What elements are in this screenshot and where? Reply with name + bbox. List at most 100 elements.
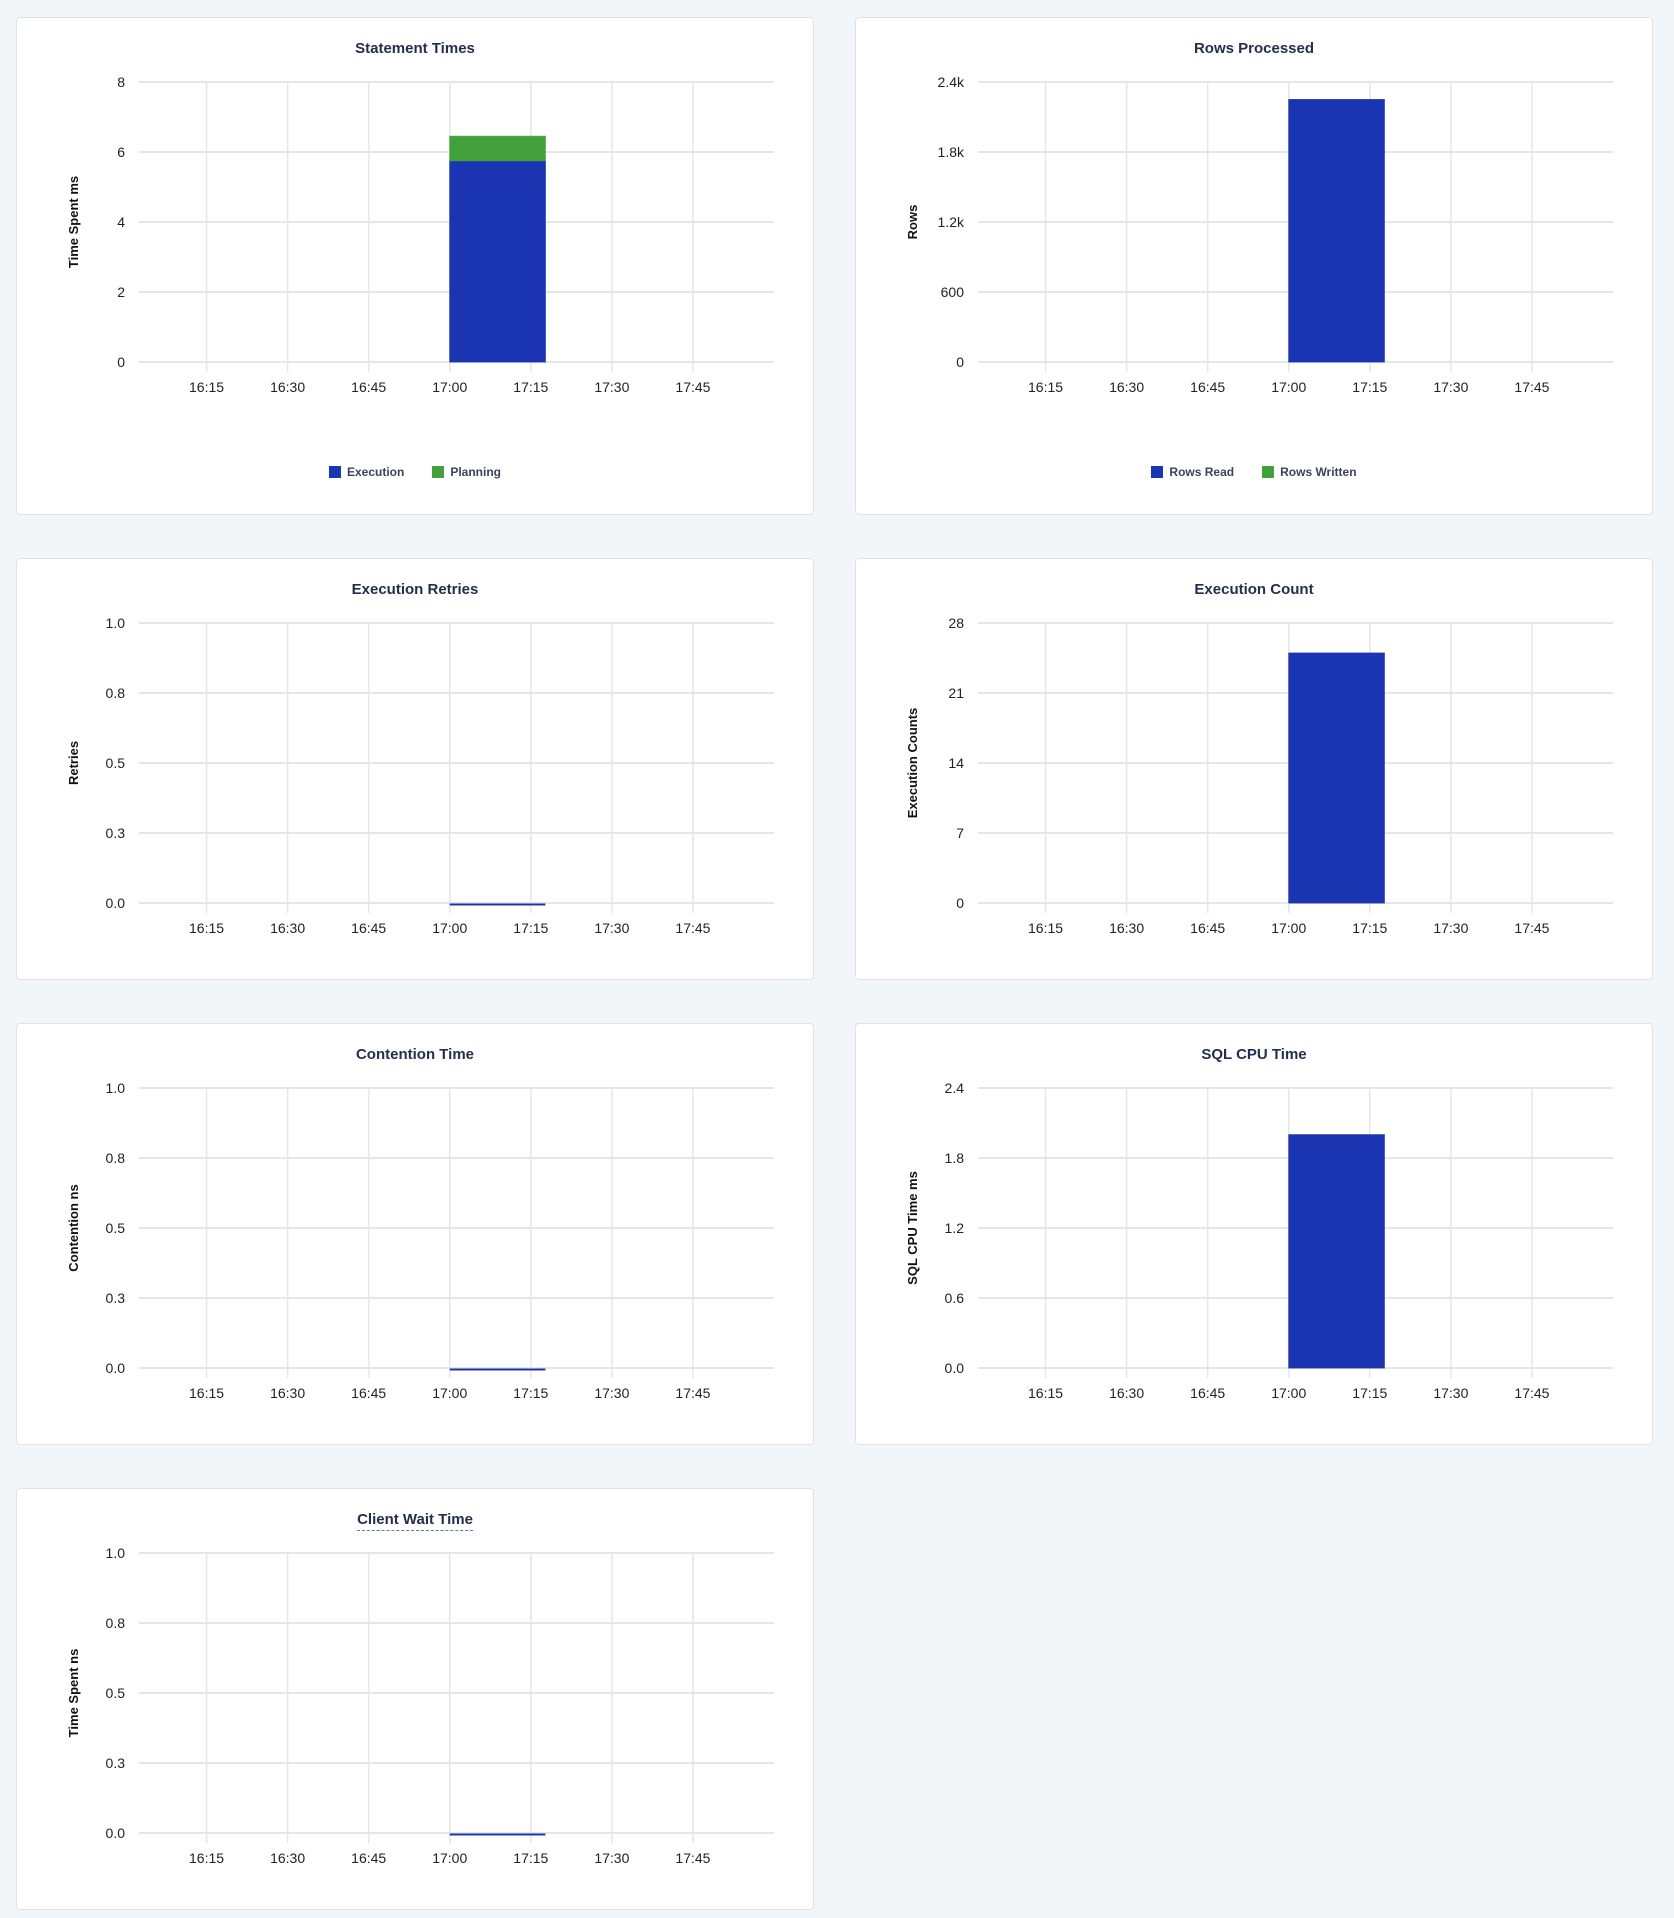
y-tick-label: 0.0: [106, 1825, 126, 1841]
chart-title: SQL CPU Time: [856, 1046, 1652, 1063]
y-tick-label: 0: [956, 895, 964, 911]
y-axis-title: SQL CPU Time ms: [905, 1171, 920, 1285]
x-tick-label: 17:45: [1514, 379, 1549, 395]
chart-title-text: Execution Retries: [351, 581, 479, 598]
x-tick-label: 17:30: [1433, 920, 1468, 936]
legend-item-execution[interactable]: Execution: [328, 465, 405, 479]
legend-item-planning[interactable]: Planning: [432, 465, 501, 479]
x-tick-label: 17:00: [1271, 1385, 1306, 1401]
x-tick-label: 17:30: [1433, 1385, 1468, 1401]
legend: Rows Read Rows Written: [856, 465, 1652, 481]
sql-cpu-time-card: SQL CPU Time 0.0 0.6 1.2 1.8 2.4 16:15 16:30 16:…: [855, 1023, 1653, 1445]
x-tick-label: 16:15: [1028, 379, 1063, 395]
x-tick-label: 17:15: [1352, 379, 1387, 395]
y-tick-label: 21: [948, 685, 964, 701]
y-tick-label: 0.8: [106, 1150, 126, 1166]
plot: 0.0 0.3 0.5 0.8 1.0 16:15 16:30 16:45 17:00 17:15…: [66, 615, 774, 936]
bar[interactable]: [1288, 1134, 1385, 1369]
y-axis-title: Execution Counts: [905, 708, 920, 819]
x-tick-label: 17:15: [513, 379, 548, 395]
x-tick-label: 16:30: [270, 1850, 305, 1866]
chart-title-text[interactable]: Client Wait Time: [357, 1511, 473, 1531]
x-tick-label: 16:15: [189, 920, 224, 936]
x-tick-label: 16:45: [1190, 920, 1225, 936]
bar[interactable]: [1288, 99, 1385, 363]
x-tick-label: 16:30: [1109, 379, 1144, 395]
legend: Execution Planning: [17, 465, 813, 481]
plot: 0 2 4 6 8 16:15 16:30 16:45 17:00 17:15 17:30 17:45…: [66, 74, 774, 395]
bar[interactable]: [1288, 652, 1385, 904]
y-tick-label: 0.8: [106, 685, 126, 701]
x-tick-label: 16:45: [1190, 1385, 1225, 1401]
y-tick-label: 2.4: [945, 1080, 965, 1096]
y-tick-label: 1.8: [945, 1150, 965, 1166]
execution-count-card: Execution Count 0 7 14 21 28 16:15 16:30 16:45 17…: [855, 558, 1653, 980]
y-axis-title: Contention ns: [66, 1184, 81, 1271]
x-tick-label: 17:30: [594, 1850, 629, 1866]
y-tick-label: 1.0: [106, 1080, 126, 1096]
x-tick-label: 17:30: [594, 920, 629, 936]
x-tick-label: 16:45: [351, 1850, 386, 1866]
legend-label: Execution: [346, 465, 405, 479]
x-tick-label: 16:15: [189, 379, 224, 395]
y-tick-label: 0: [956, 354, 964, 370]
x-tick-label: 17:15: [513, 920, 548, 936]
x-tick-label: 17:45: [1514, 920, 1549, 936]
y-axis-title: Retries: [66, 741, 81, 785]
legend-label: Rows Written: [1280, 465, 1357, 479]
x-tick-label: 16:15: [189, 1850, 224, 1866]
legend-item-rows-read[interactable]: Rows Read: [1151, 465, 1234, 479]
y-tick-label: 2: [117, 284, 125, 300]
chart-title-text: SQL CPU Time: [1201, 1046, 1307, 1063]
y-axis-title: Rows: [905, 205, 920, 240]
plot: 0.0 0.3 0.5 0.8 1.0 16:15 16:30 16:45 17:00 17:15…: [66, 1080, 774, 1401]
chart-title: Statement Times: [17, 40, 813, 57]
x-tick-label: 16:30: [270, 920, 305, 936]
chart-title: Execution Count: [856, 581, 1652, 598]
legend-swatch: [432, 466, 445, 478]
legend-swatch: [1151, 466, 1164, 478]
chart-title-text: Rows Processed: [1193, 40, 1315, 57]
y-tick-label: 0.0: [945, 1360, 965, 1376]
x-tick-label: 17:45: [675, 920, 710, 936]
plot: 0.0 0.3 0.5 0.8 1.0 16:15 16:30 16:45 17:00 17:15…: [66, 1545, 774, 1866]
y-tick-label: 1.2k: [938, 214, 965, 230]
y-tick-label: 1.8k: [938, 144, 965, 160]
chart-title: Rows Processed: [856, 40, 1652, 57]
x-tick-label: 17:45: [675, 1850, 710, 1866]
y-tick-label: 14: [948, 755, 964, 771]
legend-item-rows-written[interactable]: Rows Written: [1262, 465, 1357, 479]
x-tick-label: 16:15: [1028, 920, 1063, 936]
y-tick-label: 8: [117, 74, 125, 90]
chart-title-text: Contention Time: [355, 1046, 475, 1063]
plot: 0.0 0.6 1.2 1.8 2.4 16:15 16:30 16:45 17:00 17:15…: [905, 1080, 1613, 1401]
x-tick-label: 17:00: [432, 920, 467, 936]
x-tick-label: 17:45: [1514, 1385, 1549, 1401]
x-tick-label: 17:15: [1352, 920, 1387, 936]
y-axis-title: Time Spent ms: [66, 176, 81, 268]
y-tick-label: 4: [117, 214, 125, 230]
x-tick-label: 17:00: [1271, 379, 1306, 395]
legend-label: Rows Read: [1169, 465, 1235, 479]
x-tick-label: 17:15: [513, 1850, 548, 1866]
statement-times-card: Statement Times 0 2 4 6 8 16:15 16:30 16:45 17:00…: [16, 17, 814, 515]
bar[interactable]: [449, 160, 546, 363]
x-tick-label: 17:45: [675, 379, 710, 395]
plot: 0 600 1.2k 1.8k 2.4k 16:15 16:30 16:45 17:00 17:1…: [905, 74, 1613, 395]
y-tick-label: 0.5: [106, 755, 126, 771]
y-tick-label: 1.0: [106, 615, 126, 631]
contention-time-card: Contention Time 0.0 0.3 0.5 0.8 1.0 16:15 16:30…: [16, 1023, 814, 1445]
x-tick-label: 17:45: [675, 1385, 710, 1401]
y-tick-label: 600: [941, 284, 965, 300]
legend-swatch: [328, 466, 341, 478]
chart-title: Execution Retries: [17, 581, 813, 598]
x-tick-label: 17:30: [594, 379, 629, 395]
y-axis-title: Time Spent ns: [66, 1649, 81, 1738]
plot: 0 7 14 21 28 16:15 16:30 16:45 17:00 17:15 17:30 17…: [905, 615, 1613, 936]
y-tick-label: 28: [948, 615, 964, 631]
legend-label: Planning: [450, 465, 502, 479]
y-tick-label: 1.0: [106, 1545, 126, 1561]
bar[interactable]: [449, 135, 546, 162]
x-tick-label: 16:30: [1109, 920, 1144, 936]
y-tick-label: 0.5: [106, 1685, 126, 1701]
